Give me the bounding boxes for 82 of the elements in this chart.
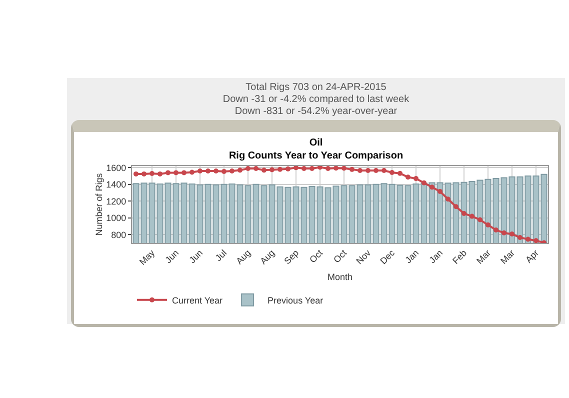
x-tick-label: Jun bbox=[187, 248, 205, 266]
point bbox=[342, 166, 346, 171]
legend-label: Current Year bbox=[172, 295, 223, 306]
point bbox=[358, 168, 362, 174]
x-tick-label: Mar bbox=[474, 248, 493, 266]
point bbox=[174, 170, 178, 176]
x-tick-label: Oct bbox=[308, 247, 325, 265]
x-tick-label: Apr bbox=[524, 248, 541, 265]
point bbox=[406, 174, 410, 180]
chart-title: Oil bbox=[309, 137, 323, 148]
point bbox=[366, 168, 370, 174]
point bbox=[294, 166, 298, 170]
point bbox=[230, 168, 234, 174]
point bbox=[214, 168, 218, 174]
point bbox=[318, 166, 322, 170]
text: Total Rigs 703 on 24-APR-2015 bbox=[244, 82, 388, 94]
point bbox=[150, 171, 154, 176]
x-axis-title: Month bbox=[327, 272, 353, 282]
point bbox=[334, 166, 338, 171]
point bbox=[518, 234, 522, 240]
point bbox=[478, 217, 482, 222]
x-tick-label: Oct bbox=[332, 247, 349, 265]
y-tick-label: 800 bbox=[111, 230, 126, 240]
point bbox=[374, 168, 378, 174]
point bbox=[534, 238, 538, 243]
point bbox=[182, 170, 186, 176]
point bbox=[494, 228, 498, 233]
point bbox=[414, 176, 418, 182]
point bbox=[134, 171, 138, 176]
point bbox=[446, 196, 450, 202]
point bbox=[206, 168, 210, 174]
x-tick-label: Jul bbox=[213, 248, 229, 264]
point bbox=[390, 170, 394, 176]
text: Down -31 or -4.2% compared to last week bbox=[222, 94, 410, 106]
x-tick-label: Jan bbox=[427, 248, 445, 266]
point bbox=[158, 171, 162, 176]
point bbox=[430, 184, 434, 190]
point bbox=[262, 168, 266, 173]
x-tick-label: Jan bbox=[403, 248, 421, 266]
point bbox=[510, 232, 514, 237]
y-tick-label: 1000 bbox=[106, 213, 126, 224]
x-tick-label: Jun bbox=[163, 248, 181, 266]
point bbox=[462, 210, 466, 216]
point bbox=[454, 204, 458, 210]
legend-label: Previous Year bbox=[268, 295, 324, 306]
point bbox=[278, 166, 282, 172]
x-tick-label: Sep bbox=[282, 248, 301, 266]
point bbox=[486, 222, 490, 228]
point bbox=[350, 166, 354, 172]
x-tick-label: Aug bbox=[234, 248, 253, 266]
x-tick-label: Dec bbox=[378, 247, 397, 266]
point bbox=[326, 166, 330, 172]
point bbox=[238, 168, 242, 173]
point bbox=[502, 230, 506, 236]
point bbox=[222, 168, 226, 174]
chart-subtitle: Rig Counts Year to Year Comparison bbox=[228, 150, 404, 162]
y-tick-label: 1400 bbox=[106, 180, 126, 190]
x-tick-label: Aug bbox=[258, 248, 277, 266]
point bbox=[198, 168, 202, 174]
point bbox=[254, 166, 258, 172]
y-tick-label: 1200 bbox=[106, 196, 126, 206]
text: Down -831 or -54.2% year-over-year bbox=[234, 106, 398, 118]
point bbox=[382, 168, 386, 174]
point bbox=[470, 214, 474, 219]
point bbox=[246, 166, 250, 172]
point bbox=[286, 166, 290, 172]
x-tick-label: May bbox=[137, 247, 157, 267]
point bbox=[526, 236, 530, 242]
y-axis-title: Number of Rigs bbox=[94, 172, 104, 236]
point bbox=[302, 166, 306, 172]
point bbox=[398, 170, 402, 176]
point bbox=[166, 170, 170, 176]
x-tick-label: Nov bbox=[354, 247, 373, 266]
point bbox=[310, 166, 314, 172]
y-tick-label: 1600 bbox=[106, 162, 126, 173]
point bbox=[270, 167, 274, 172]
point bbox=[422, 180, 426, 186]
x-tick-label: Feb bbox=[450, 248, 469, 266]
point bbox=[190, 170, 194, 175]
point bbox=[438, 188, 442, 194]
point bbox=[142, 171, 146, 176]
x-tick-label: Mar bbox=[498, 248, 517, 266]
